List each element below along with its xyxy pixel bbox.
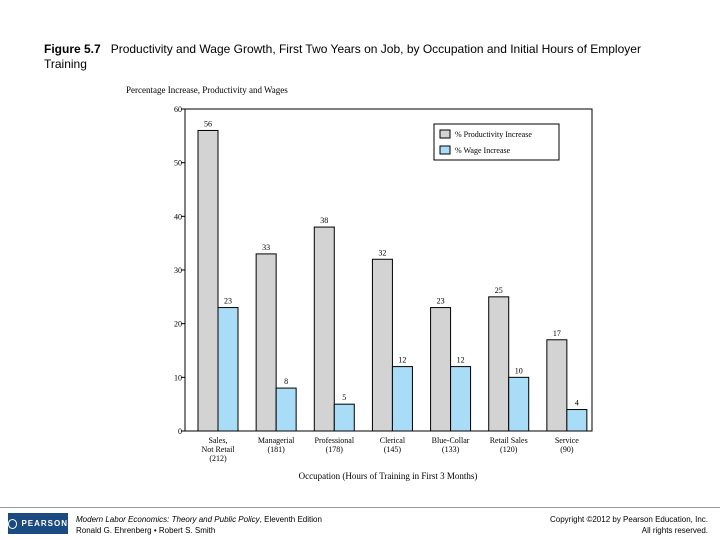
bar-value-label: 32 xyxy=(378,248,386,257)
legend-swatch xyxy=(439,145,451,155)
bar xyxy=(197,129,219,432)
bar xyxy=(508,376,530,432)
x-tick-label: Retail Sales (120) xyxy=(490,436,528,454)
bar xyxy=(488,296,510,432)
footer-divider xyxy=(0,507,720,508)
rights-text: All rights reserved. xyxy=(641,526,708,535)
bar xyxy=(546,339,568,432)
y-tick-label: 60 xyxy=(174,105,182,114)
figure-title: Figure 5.7 Productivity and Wage Growth, … xyxy=(44,42,684,72)
y-tick-label: 40 xyxy=(174,212,182,221)
bar-value-label: 12 xyxy=(398,356,406,365)
book-authors: Ronald G. Ehrenberg • Robert S. Smith xyxy=(76,526,216,535)
bar xyxy=(255,253,277,432)
x-tick-label: Clerical (145) xyxy=(380,436,406,454)
bar xyxy=(275,387,297,432)
book-edition: , Eleventh Edition xyxy=(259,515,322,524)
legend-box xyxy=(433,123,560,161)
x-axis-labels: Sales, Not Retail (212) Managerial (181) Prof… xyxy=(201,436,579,463)
bar xyxy=(450,366,472,432)
x-tick-label: Sales, Not Retail (212) xyxy=(201,436,235,463)
bar-value-label: 8 xyxy=(284,377,288,386)
bar xyxy=(391,366,413,432)
book-title: Modern Labor Economics: Theory and Publi… xyxy=(76,515,260,524)
x-tick-label: Managerial (181) xyxy=(258,436,295,454)
x-tick-label: Service (90) xyxy=(555,436,579,454)
y-axis: 0 10 20 30 40 50 60 xyxy=(174,105,185,436)
y-tick-label: 30 xyxy=(174,266,182,275)
footer-citation: Modern Labor Economics: Theory and Publi… xyxy=(76,514,322,536)
bar-value-label: 5 xyxy=(342,393,346,402)
y-tick-label: 0 xyxy=(178,427,182,436)
bar-series: 56 23 33 8 38 5 32 12 23 12 25 10 17 4 xyxy=(197,119,588,432)
bar-value-label: 38 xyxy=(320,216,328,225)
bar-value-label: 4 xyxy=(575,399,579,408)
bar-value-label: 10 xyxy=(515,366,523,375)
bar xyxy=(313,226,335,432)
legend: % Productivity Increase % Wage Increase xyxy=(433,123,560,161)
figure-caption: Productivity and Wage Growth, First Two … xyxy=(44,42,641,71)
bar-value-label: 23 xyxy=(224,297,232,306)
bar xyxy=(371,258,393,432)
chart-title: Percentage Increase, Productivity and Wa… xyxy=(126,85,288,95)
x-axis-title: Occupation (Hours of Training in First 3… xyxy=(299,471,478,481)
figure-number: Figure 5.7 xyxy=(44,42,101,56)
pearson-logo-text: PEARSON xyxy=(21,519,68,528)
bar xyxy=(566,409,588,432)
x-tick-label: Professional (178) xyxy=(315,436,355,454)
bar-value-label: 12 xyxy=(457,356,465,365)
pearson-logo-mark xyxy=(8,518,18,529)
legend-label: % Wage Increase xyxy=(455,146,511,155)
bar-value-label: 33 xyxy=(262,243,270,252)
bar xyxy=(333,403,355,432)
legend-label: % Productivity Increase xyxy=(455,130,532,139)
y-tick-label: 50 xyxy=(174,159,182,168)
bar xyxy=(217,307,239,432)
bar-value-label: 25 xyxy=(495,286,503,295)
pearson-logo: PEARSON xyxy=(8,513,68,534)
y-tick-label: 10 xyxy=(174,373,182,382)
copyright-text: Copyright ©2012 by Pearson Education, In… xyxy=(550,515,708,524)
footer-copyright: Copyright ©2012 by Pearson Education, In… xyxy=(550,514,708,536)
x-tick-label: Blue-Collar (133) xyxy=(432,436,470,454)
bar xyxy=(430,307,452,432)
bar-value-label: 23 xyxy=(437,297,445,306)
y-tick-label: 20 xyxy=(174,320,182,329)
legend-swatch xyxy=(439,129,451,139)
bar-value-label: 56 xyxy=(204,119,212,128)
bar-value-label: 17 xyxy=(553,329,561,338)
